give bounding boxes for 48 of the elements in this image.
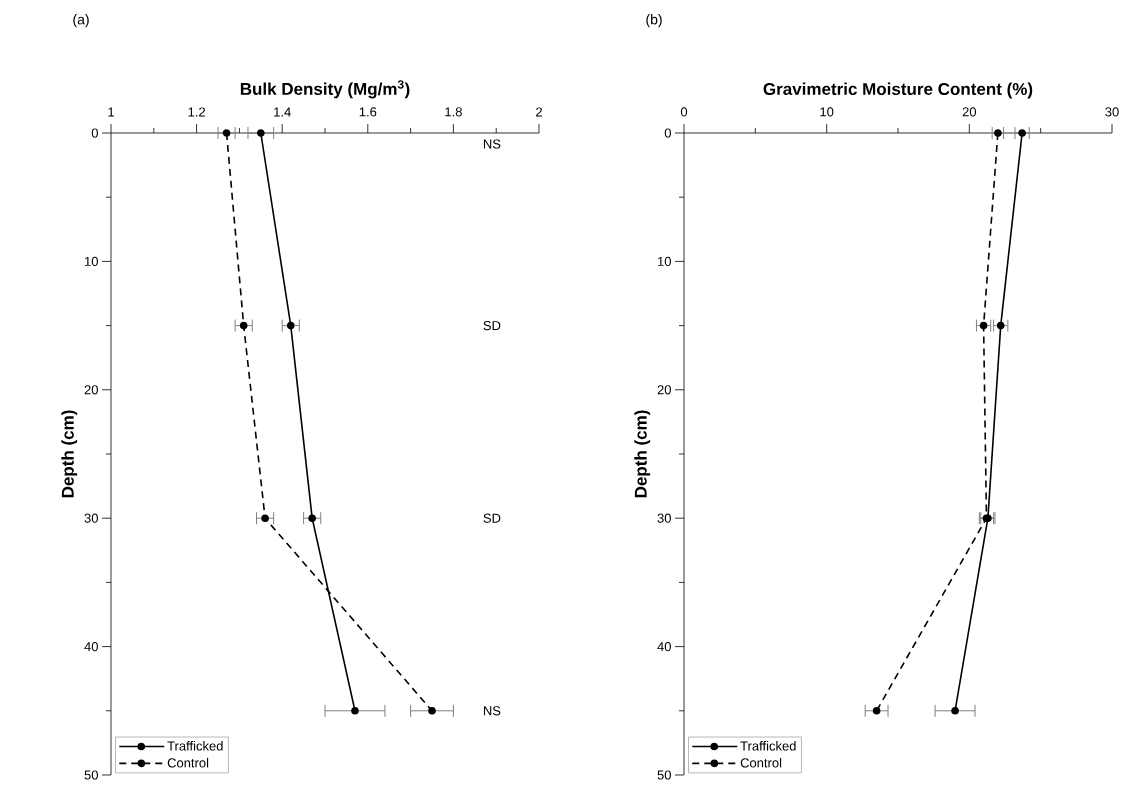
point [286, 321, 295, 330]
legend-label: Control [167, 757, 209, 768]
y-tick-label: 50 [657, 770, 671, 780]
y-axis-title: Depth (cm) [61, 410, 78, 498]
legend-label: Control [740, 757, 782, 768]
x-tick-label: 10 [820, 107, 834, 117]
y-tick-label: 40 [84, 641, 98, 652]
x-tick-label: 0 [680, 107, 688, 117]
y-tick-label: 50 [84, 770, 98, 780]
point [261, 514, 269, 522]
y-tick-label: 30 [84, 513, 98, 523]
y-tick-label: 0 [91, 128, 98, 138]
y-tick-label: 10 [85, 256, 98, 266]
text: (a) [73, 14, 89, 28]
y-tick-label: 30 [657, 513, 671, 523]
annotation: NS [483, 139, 501, 149]
x-tick-label: 1.2 [188, 107, 205, 117]
text: (b) [646, 14, 662, 28]
point [239, 321, 248, 330]
y-tick-label: 20 [84, 385, 98, 395]
point [428, 706, 436, 715]
y-axis-title: Depth (cm) [634, 410, 651, 498]
point [351, 706, 359, 715]
x-tick-label: 30 [1105, 107, 1119, 117]
point [222, 129, 231, 137]
legend-label: Trafficked [167, 741, 223, 751]
annotation: SD [483, 513, 501, 523]
x-tick-label: 20 [962, 107, 977, 117]
x-tick-label: 1.6 [359, 107, 377, 117]
annotation: NS [483, 706, 501, 716]
x-axis-title: Bulk Density (Mg/m$^{3}$) [240, 80, 410, 99]
legend-label: Trafficked [740, 741, 796, 751]
point [951, 706, 959, 715]
annotation: SD [483, 320, 501, 331]
y-tick-label: 20 [657, 385, 671, 395]
x-axis-title: Gravimetric Moisture Content (%) [763, 82, 1033, 99]
y-tick-label: 10 [658, 256, 671, 266]
point [308, 514, 316, 522]
x-tick-label: 2 [536, 107, 542, 117]
y-tick-label: 40 [657, 641, 671, 652]
point [1018, 129, 1026, 137]
x-tick-label: 1.4 [274, 107, 291, 117]
x-tick-label: 1.8 [445, 107, 462, 117]
y-tick-label: 0 [664, 128, 671, 138]
point [872, 706, 881, 715]
point [979, 321, 988, 330]
x-tick-label: 1 [108, 107, 114, 117]
point [257, 129, 265, 137]
